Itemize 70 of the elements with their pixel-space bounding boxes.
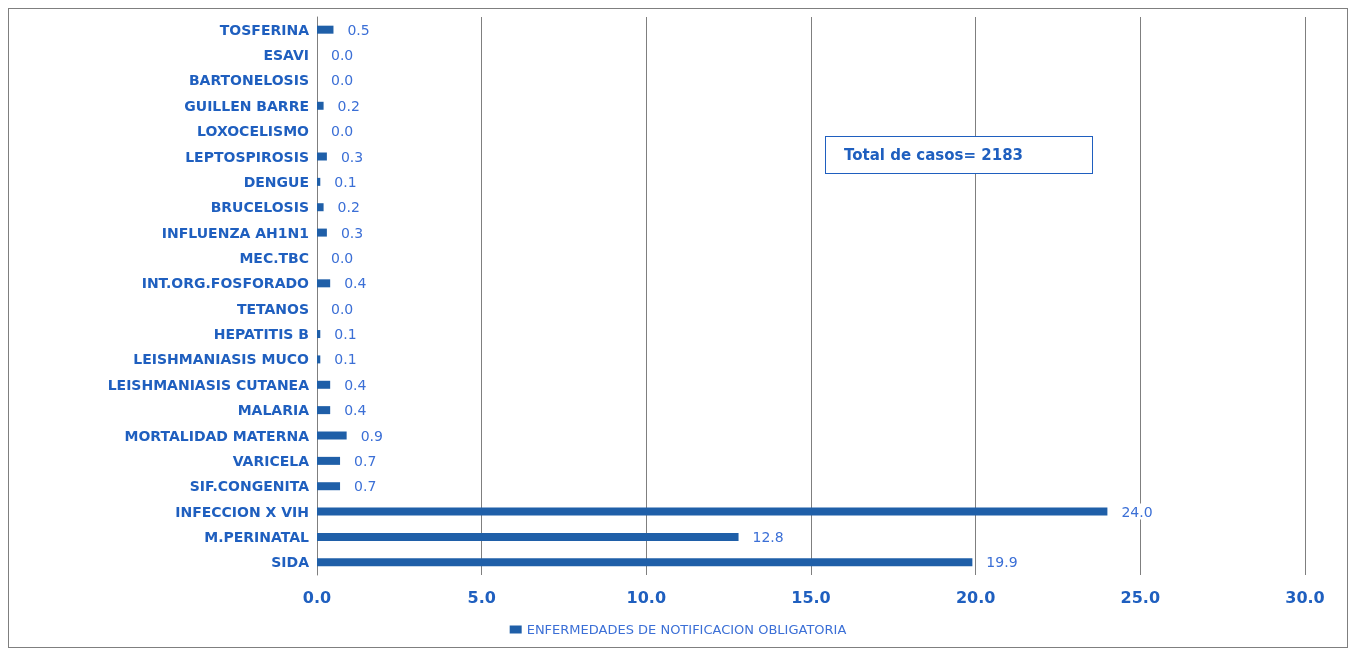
x-tick-label: 20.0 [955, 587, 996, 607]
y-tick-label: DENGUE [243, 173, 309, 190]
y-tick-label: TETANOS [236, 300, 309, 317]
data-label: 0.0 [331, 47, 354, 64]
y-tick-label: INFECCION X VIH [175, 503, 309, 520]
y-tick-label: GUILLEN BARRE [184, 97, 309, 114]
x-tick-label: 15.0 [791, 587, 831, 607]
y-tick-label: LEPTOSPIROSIS [185, 148, 309, 165]
bar [317, 152, 327, 161]
y-tick-label: INFLUENZA AH1N1 [161, 224, 309, 241]
x-tick-label: 5.0 [467, 587, 496, 607]
data-label: 0.9 [360, 427, 383, 444]
x-tick-label: 0.0 [302, 587, 332, 607]
bar [317, 532, 739, 541]
data-label: 0.5 [347, 21, 370, 38]
data-label: 0.2 [337, 97, 360, 114]
y-tick-label: MALARIA [237, 402, 310, 419]
note-box: Total de casos= 2183 [825, 136, 1093, 174]
data-label: 0.3 [340, 224, 364, 241]
y-tick-label: MORTALIDAD MATERNA [124, 427, 310, 444]
bar [317, 431, 347, 440]
bar [317, 558, 973, 567]
data-label: 0.3 [340, 148, 364, 165]
y-tick-label: HEPATITIS B [213, 326, 309, 343]
y-tick-label: M.PERINATAL [204, 528, 310, 545]
data-label: 0.0 [331, 249, 354, 266]
data-label: 24.0 [1121, 503, 1153, 520]
y-tick-label: SIF.CONGENITA [189, 478, 310, 495]
data-label: 0.0 [331, 123, 354, 140]
x-tick-label: 10.0 [626, 587, 667, 607]
data-label: 0.4 [344, 275, 367, 292]
bar [317, 203, 324, 212]
x-tick-label: 30.0 [1285, 587, 1325, 607]
data-label: 0.7 [354, 478, 377, 495]
data-label: 0.2 [337, 199, 360, 216]
y-tick-label: VARICELA [232, 452, 310, 469]
bar [317, 25, 334, 34]
y-tick-label: LOXOCELISMO [197, 123, 310, 140]
y-tick-label: MEC.TBC [239, 249, 309, 266]
bar [317, 177, 321, 186]
y-tick-label: SIDA [271, 554, 310, 571]
data-label: 19.9 [986, 554, 1018, 571]
data-label: 0.1 [334, 173, 357, 190]
y-tick-label: BARTONELOSIS [188, 72, 309, 89]
y-tick-label: LEISHMANIASIS CUTANEA [107, 376, 310, 393]
data-label: 12.8 [752, 528, 784, 545]
bar [317, 482, 341, 491]
legend-label: ENFERMEDADES DE NOTIFICACION OBLIGATORIA [526, 622, 847, 637]
bar [317, 101, 324, 110]
data-label: 0.0 [331, 72, 354, 89]
y-tick-label: BRUCELOSIS [210, 199, 309, 216]
data-label: 0.0 [331, 300, 354, 317]
data-label: 0.4 [344, 402, 367, 419]
bar [317, 380, 331, 389]
bar [317, 330, 321, 339]
bar [317, 507, 1108, 516]
y-tick-label: TOSFERINA [219, 21, 310, 38]
bar [317, 279, 331, 288]
y-tick-label: LEISHMANIASIS MUCO [133, 351, 310, 368]
bar [317, 355, 321, 364]
data-label: 0.1 [334, 326, 357, 343]
bar [317, 228, 327, 237]
data-label: 0.4 [344, 376, 367, 393]
bar [317, 456, 341, 465]
bar [317, 406, 331, 415]
y-tick-label: ESAVI [263, 47, 309, 64]
y-tick-label: INT.ORG.FOSFORADO [141, 275, 310, 292]
data-label: 0.1 [334, 351, 357, 368]
data-label: 0.7 [354, 452, 377, 469]
x-tick-label: 25.0 [1120, 587, 1161, 607]
